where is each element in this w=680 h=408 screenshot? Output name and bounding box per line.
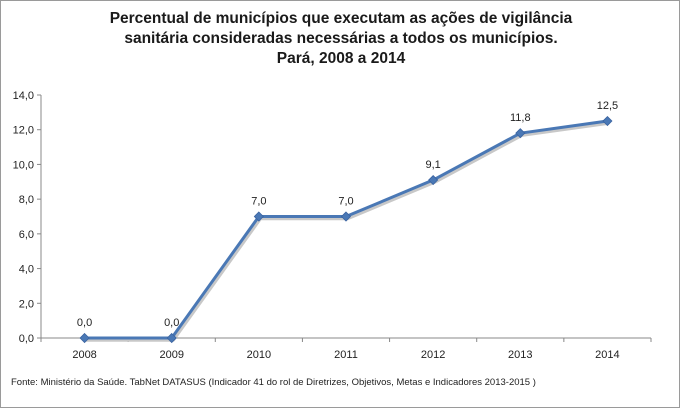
x-tick-label: 2013: [508, 349, 532, 361]
y-tick-label: 10,0: [13, 159, 34, 171]
x-tick-label: 2010: [247, 349, 271, 361]
x-tick-label: 2014: [595, 349, 619, 361]
x-tick-label: 2008: [72, 349, 96, 361]
y-tick-label: 6,0: [19, 229, 34, 241]
y-tick-label: 2,0: [19, 298, 34, 310]
data-label: 0,0: [77, 317, 92, 329]
data-label: 0,0: [164, 317, 179, 329]
y-tick-label: 4,0: [19, 264, 34, 276]
source-footnote: Fonte: Ministério da Saúde. TabNet DATAS…: [11, 377, 536, 388]
data-point-marker: [79, 332, 90, 344]
data-point-marker: [602, 115, 613, 127]
data-point-marker: [340, 211, 352, 222]
chart-title-line-1: Percentual de municípios que executam as…: [109, 10, 573, 27]
y-tick-label: 0,0: [19, 333, 34, 345]
series-line-shadow: [86, 121, 610, 342]
data-point-marker: [166, 332, 177, 344]
data-label: 7,0: [338, 196, 353, 208]
y-tick-label: 14,0: [13, 90, 34, 102]
x-tick-label: 2011: [334, 349, 358, 361]
y-tick-label: 8,0: [19, 194, 34, 206]
data-point-marker: [253, 211, 264, 222]
data-label: 12,5: [597, 100, 618, 112]
data-label: 9,1: [425, 159, 440, 171]
data-label: 11,8: [510, 112, 531, 124]
data-point-marker: [428, 174, 439, 186]
chart-title-line-2: sanitária consideradas necessárias a tod…: [124, 30, 558, 47]
data-label: 7,0: [251, 196, 266, 208]
series-line: [84, 119, 608, 340]
x-tick-label: 2009: [159, 349, 183, 361]
y-tick-label: 12,0: [13, 125, 34, 137]
x-tick-label: 2012: [421, 349, 445, 361]
data-point-marker: [515, 128, 526, 139]
chart-title-line-3: Pará, 2008 a 2014: [276, 50, 406, 67]
